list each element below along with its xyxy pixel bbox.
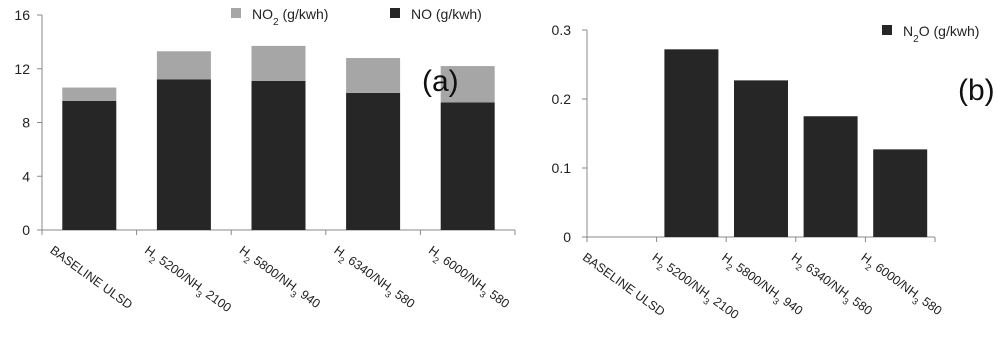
y-tick-label: 0	[563, 229, 571, 245]
bar-series1-cat3	[346, 58, 401, 93]
x-tick-label: BASELINE ULSD	[48, 243, 135, 312]
x-tick-label: H2 5800/NH3 940	[234, 243, 322, 314]
bar-cat4	[873, 149, 928, 237]
legend-swatch	[390, 8, 400, 18]
x-tick-label: H2 6340/NH3 580	[329, 243, 417, 314]
legend-label: N2O (g/kwh)	[903, 23, 979, 45]
bar-series0-cat4	[440, 102, 495, 230]
bar-cat2	[734, 80, 788, 238]
bar-cat1	[664, 49, 719, 237]
bar-cat3	[803, 116, 858, 237]
bar-series0-cat3	[346, 92, 401, 230]
y-tick-label: 0.2	[552, 91, 572, 107]
y-tick-label: 16	[14, 7, 30, 23]
legend-label: NO (g/kwh)	[411, 6, 482, 22]
y-tick-label: 0.1	[552, 160, 572, 176]
panel-label: (b)	[958, 74, 995, 107]
bar-series0-cat0	[62, 101, 117, 230]
legend-swatch	[231, 8, 241, 18]
bar-series0-cat1	[156, 79, 211, 230]
y-tick-label: 0	[22, 222, 30, 238]
y-tick-label: 4	[22, 168, 30, 184]
bar-series1-cat2	[251, 45, 306, 81]
x-tick-label: H2 6000/NH3 580	[424, 243, 512, 314]
legend-swatch	[882, 25, 892, 35]
bar-series0-cat2	[251, 80, 306, 230]
y-tick-label: 0.3	[552, 22, 572, 38]
bar-series1-cat1	[156, 51, 211, 80]
legend-label: NO2 (g/kwh)	[252, 6, 328, 28]
x-tick-label: H2 5200/NH3 2100	[140, 243, 234, 318]
y-tick-label: 8	[22, 115, 30, 131]
bar-series1-cat4	[440, 66, 495, 103]
y-tick-label: 12	[14, 61, 30, 77]
panel-label: (a)	[422, 65, 459, 98]
bar-series1-cat0	[62, 87, 117, 101]
